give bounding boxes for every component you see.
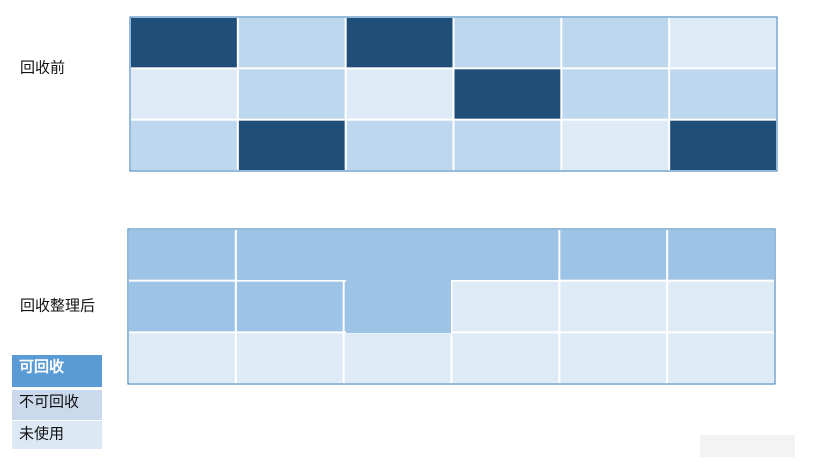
merged-cell — [238, 230, 558, 280]
legend-label: 不可回收 — [19, 393, 79, 411]
memory-cell — [131, 18, 237, 68]
memory-cell — [238, 18, 345, 68]
memory-cell — [562, 18, 669, 68]
legend-swatch — [12, 421, 102, 449]
memory-cell — [668, 333, 774, 383]
memory-cell — [668, 230, 774, 280]
legend-swatch — [12, 355, 102, 387]
memory-cell — [131, 120, 237, 170]
memory-cell — [346, 69, 453, 119]
memory-cell — [452, 281, 559, 332]
memory-cell — [131, 69, 237, 119]
memory-cell — [668, 281, 774, 332]
memory-cell — [129, 230, 235, 280]
after-label: 回收整理后 — [20, 297, 95, 315]
merged-cell — [346, 279, 451, 333]
memory-cell — [670, 120, 776, 170]
memory-cell — [670, 69, 776, 119]
memory-cell — [560, 333, 667, 383]
memory-cell — [562, 120, 669, 170]
memory-cell — [346, 120, 453, 170]
watermark — [700, 435, 795, 457]
before-label: 回收前 — [20, 59, 65, 77]
legend-swatch — [12, 390, 102, 420]
memory-cell — [129, 333, 235, 383]
memory-cell — [670, 18, 776, 68]
legend-label: 未使用 — [19, 425, 64, 443]
memory-cell — [236, 333, 343, 383]
memory-cell — [238, 120, 345, 170]
memory-cell — [454, 69, 561, 119]
memory-cell — [344, 333, 451, 383]
memory-cell — [452, 333, 559, 383]
memory-cell — [562, 69, 669, 119]
memory-cell — [346, 18, 453, 68]
memory-cell — [454, 120, 561, 170]
memory-cell — [129, 281, 235, 332]
legend-label: 可回收 — [19, 358, 64, 376]
memory-cell — [560, 230, 667, 280]
memory-cell — [454, 18, 561, 68]
memory-cell — [236, 281, 343, 332]
memory-cell — [560, 281, 667, 332]
memory-cell — [238, 69, 345, 119]
grid-frame — [129, 16, 778, 172]
